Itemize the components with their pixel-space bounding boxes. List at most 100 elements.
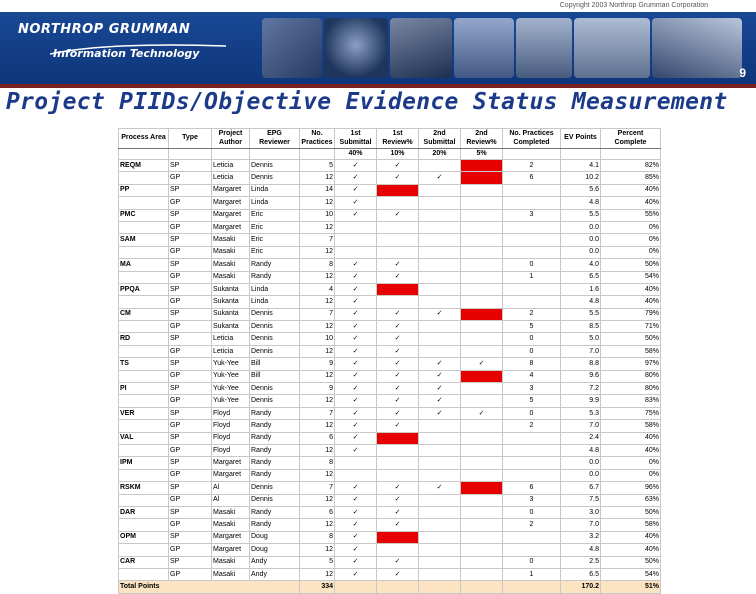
practices-completed-cell: 2 [502, 419, 561, 433]
table-row: TS SP Yuk-Yee Bill 9 ✓ ✓ ✓ ✓ 8 8.8 97% [118, 357, 661, 371]
type-cell: SP [168, 456, 212, 470]
second-submittal-cell [418, 258, 461, 272]
no-practices-cell: 4 [299, 282, 335, 297]
second-submittal-cell [418, 419, 461, 433]
process-area-cell [118, 320, 169, 334]
table-row: PI SP Yuk-Yee Dennis 9 ✓ ✓ ✓ 3 7.2 80% [118, 382, 661, 396]
table-row: RD SP Leticia Dennis 10 ✓ ✓ 0 5.0 50% [118, 332, 661, 346]
first-review-cell [376, 196, 419, 210]
type-cell: GP [168, 543, 212, 557]
second-review-cell [460, 282, 503, 297]
process-area-cell: VAL [118, 431, 169, 446]
epg-reviewer-cell: Randy [249, 518, 300, 532]
no-practices-cell: 14 [299, 183, 335, 198]
epg-reviewer-cell: Dennis [249, 320, 300, 334]
type-cell: GP [168, 518, 212, 532]
epg-reviewer-cell: Linda [249, 196, 300, 210]
first-review-cell: ✓ [376, 481, 419, 495]
column-header: No. Practices Completed [502, 128, 561, 149]
no-practices-cell: 12 [299, 344, 335, 359]
ev-points-cell: 2.5 [560, 555, 601, 569]
first-submittal-cell: ✓ [334, 344, 377, 359]
table-row: SAM SP Masaki Eric 7 0.0 0% [118, 233, 661, 247]
weight-cell [299, 148, 335, 160]
second-submittal-cell: ✓ [418, 357, 461, 371]
project-author-cell: Sukanta [211, 282, 250, 297]
type-cell: SP [168, 555, 212, 569]
no-practices-cell: 10 [299, 208, 335, 222]
first-submittal-cell: ✓ [334, 196, 377, 210]
project-author-cell: Margaret [211, 208, 250, 222]
first-submittal-cell: ✓ [334, 481, 377, 495]
percent-complete-cell: 54% [600, 270, 661, 284]
practices-completed-cell: 3 [502, 493, 561, 507]
percent-complete-cell: 40% [600, 282, 661, 297]
percent-complete-cell: 50% [600, 332, 661, 346]
process-area-cell: OPM [118, 530, 169, 545]
percent-complete-cell: 96% [600, 481, 661, 495]
process-area-cell [118, 270, 169, 284]
process-area-cell: VER [118, 406, 169, 421]
first-submittal-cell: ✓ [334, 530, 377, 545]
second-review-cell [460, 208, 503, 222]
second-review-overdue-cell [460, 171, 503, 185]
percent-complete-cell: 85% [600, 171, 661, 185]
project-author-cell: Masaki [211, 518, 250, 532]
practices-completed-cell [502, 530, 561, 545]
second-review-cell [460, 518, 503, 532]
project-author-cell: Masaki [211, 567, 250, 582]
first-review-cell [376, 220, 419, 235]
process-area-cell: RD [118, 332, 169, 346]
first-submittal-cell: ✓ [334, 258, 377, 272]
type-cell: SP [168, 307, 212, 322]
no-practices-cell: 12 [299, 567, 335, 582]
first-submittal-cell: ✓ [334, 419, 377, 433]
process-area-cell [118, 543, 169, 557]
no-practices-cell: 5 [299, 555, 335, 569]
practices-completed-cell: 0 [502, 344, 561, 359]
type-cell: SP [168, 282, 212, 297]
table-row: GP Leticia Dennis 12 ✓ ✓ ✓ 6 10.2 85% [118, 171, 661, 185]
ev-points-cell: 7.0 [560, 344, 601, 359]
ev-points-cell: 10.2 [560, 171, 601, 185]
second-submittal-cell [418, 530, 461, 545]
epg-reviewer-cell: Dennis [249, 307, 300, 322]
second-submittal-cell [418, 456, 461, 470]
no-practices-cell: 12 [299, 295, 335, 309]
no-practices-cell: 12 [299, 196, 335, 210]
table-row: OPM SP Margaret Doug 8 ✓ 3.2 40% [118, 530, 661, 545]
process-area-cell: RSKM [118, 481, 169, 495]
no-practices-cell: 7 [299, 307, 335, 322]
header-banner: Copyright 2003 Northrop Grumman Corporat… [0, 0, 756, 88]
first-submittal-cell: ✓ [334, 555, 377, 569]
ev-points-cell: 5.3 [560, 406, 601, 421]
second-submittal-cell: ✓ [418, 171, 461, 185]
epg-reviewer-cell: Bill [249, 369, 300, 384]
first-review-cell: ✓ [376, 258, 419, 272]
ev-points-cell: 0.0 [560, 233, 601, 247]
epg-reviewer-cell: Andy [249, 567, 300, 582]
first-review-cell: ✓ [376, 518, 419, 532]
first-review-cell: ✓ [376, 344, 419, 359]
practices-completed-cell: 4 [502, 369, 561, 384]
ev-points-cell: 8.8 [560, 357, 601, 371]
second-submittal-cell [418, 332, 461, 346]
second-review-cell [460, 245, 503, 260]
type-cell: SP [168, 382, 212, 396]
second-review-cell [460, 394, 503, 408]
second-review-cell [460, 295, 503, 309]
second-review-cell [460, 196, 503, 210]
table-row: REQM SP Leticia Dennis 5 ✓ ✓ 2 4.1 82% [118, 158, 661, 173]
second-review-cell [460, 468, 503, 483]
project-author-cell: Yuk-Yee [211, 369, 250, 384]
epg-reviewer-cell: Randy [249, 406, 300, 421]
second-review-overdue-cell [460, 369, 503, 384]
first-review-cell: ✓ [376, 158, 419, 173]
percent-complete-cell: 97% [600, 357, 661, 371]
second-review-cell [460, 530, 503, 545]
table-row: GP Masaki Eric 12 0.0 0% [118, 245, 661, 260]
ev-points-cell: 9.9 [560, 394, 601, 408]
type-cell: GP [168, 320, 212, 334]
second-submittal-cell: ✓ [418, 382, 461, 396]
ev-points-cell: 6.5 [560, 270, 601, 284]
